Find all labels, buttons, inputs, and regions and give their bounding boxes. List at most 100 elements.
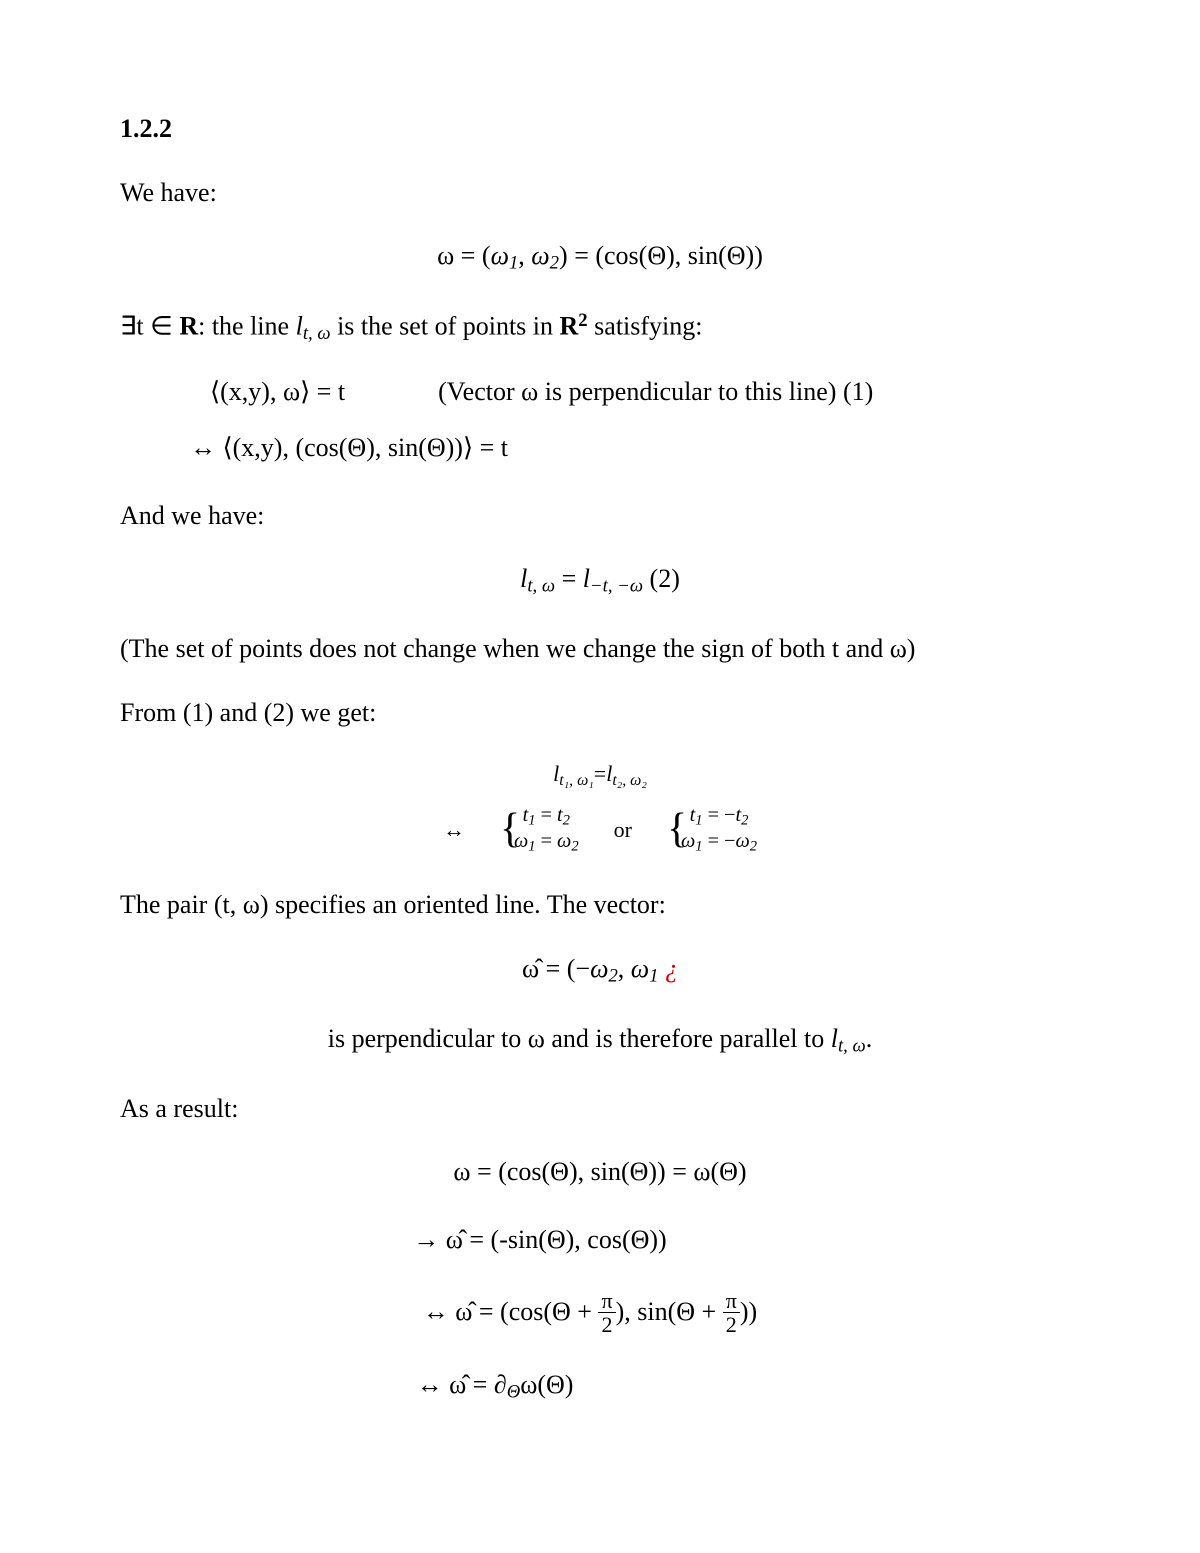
- case-row: t1 = t2: [514, 803, 579, 830]
- eq-result-1: ω = (cos(Θ), sin(Θ)) = ω(Θ): [120, 1153, 1080, 1191]
- eq-sub: t, ω: [527, 576, 555, 597]
- sub: 1: [528, 812, 535, 828]
- t: ω: [735, 830, 749, 852]
- eq-text: )): [740, 1297, 757, 1326]
- eq-cases-top: lt₁, ω₁=lt₂, ω₂: [120, 758, 1080, 793]
- eq-text: → ω̂ = (-sin(Θ), cos(Θ)): [413, 1225, 666, 1254]
- eq-sub: −t, −ω: [590, 576, 643, 597]
- fraction: π2: [723, 1289, 740, 1336]
- eq-sub: 2: [608, 966, 617, 987]
- eq-text: ,: [518, 241, 531, 270]
- sub: t, ω: [303, 323, 331, 344]
- frac-den: 2: [598, 1312, 615, 1336]
- eq-sub: t₂, ω₂: [612, 772, 647, 789]
- para-perpendicular: is perpendicular to ω and is therefore p…: [120, 1020, 1080, 1060]
- para-and-we-have: And we have:: [120, 497, 1080, 535]
- document-page: 1.2.2 We have: ω = (ω1, ω2) = (cos(Θ), s…: [0, 0, 1200, 1553]
- sub: 1: [528, 839, 535, 855]
- t: =: [536, 830, 558, 852]
- case-row: ω1 = ω2: [514, 829, 579, 856]
- para-as-result: As a result:: [120, 1090, 1080, 1128]
- eq-sub: Θ: [507, 1382, 521, 1403]
- eq-text: l: [583, 564, 590, 593]
- text: is perpendicular to ω and is therefore p…: [328, 1024, 831, 1053]
- eq-text: ω: [491, 241, 509, 270]
- brace-icon: {: [500, 797, 520, 863]
- eq-text: ω: [631, 954, 649, 983]
- eq-text: =: [555, 564, 583, 593]
- para-exists-line: ∃t ∈ R: the line lt, ω is the set of poi…: [120, 307, 1080, 347]
- sub: 2: [571, 839, 578, 855]
- sub: 2: [563, 812, 570, 828]
- case-row: ω1 = −ω2: [681, 829, 757, 856]
- iff: ↔: [443, 817, 465, 842]
- text-bold: R: [179, 312, 198, 341]
- indented-line-iff: ↔ ⟨(x,y), (cos(Θ), sin(Θ))⟩ = t: [120, 429, 1080, 467]
- or-label: or: [614, 817, 632, 842]
- eq-text: ↔ ⟨(x,y), (cos(Θ), sin(Θ))⟩ = t: [190, 433, 508, 462]
- sub: 2: [741, 812, 748, 828]
- frac-num: π: [723, 1289, 740, 1312]
- eq-number: (2): [643, 564, 680, 593]
- eq-text: ω =: [437, 241, 482, 270]
- eq-text: ↔ ω̂ = ∂: [417, 1370, 507, 1399]
- eq-text: (: [482, 241, 491, 270]
- eq-text: ω(Θ): [520, 1370, 573, 1399]
- eq-result-2: → ω̂ = (-sin(Θ), cos(Θ)): [120, 1221, 1080, 1259]
- case-row: t1 = −t2: [681, 803, 757, 830]
- cases-1: { t1 = t2 ω1 = ω2: [500, 803, 579, 857]
- sub: t, ω: [838, 1036, 866, 1057]
- text: is the set of points in: [331, 312, 560, 341]
- text-bold: R: [560, 312, 579, 341]
- eq-text: =: [594, 761, 606, 786]
- eq-text: ω: [531, 241, 549, 270]
- eq-text: −: [575, 954, 590, 983]
- eq-symmetry: lt, ω = l−t, −ω (2): [120, 560, 1080, 600]
- eq-result-4: ↔ ω̂ = ∂Θω(Θ): [120, 1366, 1080, 1406]
- section-heading: 1.2.2: [120, 110, 1080, 148]
- t: =: [536, 804, 558, 826]
- sup: 2: [578, 310, 587, 331]
- text: ∃t ∈: [120, 312, 179, 341]
- brace-icon: {: [667, 797, 687, 863]
- eq-text: ,: [618, 954, 631, 983]
- para-we-have: We have:: [120, 174, 1080, 212]
- eq-result-3: ↔ ω̂ = (cos(Θ + π2), sin(Θ + π2)): [120, 1289, 1080, 1336]
- eq-omega-definition: ω = (ω1, ω2) = (cos(Θ), sin(Θ)): [120, 237, 1080, 277]
- frac-den: 2: [723, 1312, 740, 1336]
- t: = −: [703, 830, 736, 852]
- eq-sub: 1: [649, 966, 658, 987]
- eq-text: ↔ ω̂ = (cos(Θ +: [423, 1297, 599, 1326]
- fraction: π2: [598, 1289, 615, 1336]
- text: .: [866, 1024, 873, 1053]
- text: : the line: [198, 312, 295, 341]
- eq-text: ω = (cos(Θ), sin(Θ)) = ω(Θ): [453, 1157, 746, 1186]
- sub: 2: [750, 839, 757, 855]
- t: = −: [703, 804, 736, 826]
- eq-sub: 1: [509, 253, 518, 274]
- para-from-1-2: From (1) and (2) we get:: [120, 694, 1080, 732]
- text: satisfying:: [588, 312, 703, 341]
- t: ω: [557, 830, 571, 852]
- eq-text: = (cos(Θ), sin(Θ)): [568, 241, 763, 270]
- text: l: [296, 312, 303, 341]
- eq-sub: 2: [550, 253, 559, 274]
- eq-text: ω̂ = (: [522, 954, 575, 983]
- eq-note: (Vector ω is perpendicular to this line)…: [438, 377, 873, 406]
- eq-close-red: ¿: [659, 954, 679, 983]
- eq-sub: t₁, ω₁: [559, 772, 594, 789]
- eq-text: ω: [590, 954, 608, 983]
- eq-text: ), sin(Θ +: [616, 1297, 723, 1326]
- text: l: [831, 1024, 838, 1053]
- cases-2: { t1 = −t2 ω1 = −ω2: [667, 803, 757, 857]
- para-sign-note: (The set of points does not change when …: [120, 630, 1080, 668]
- eq-cases: ↔ { t1 = t2 ω1 = ω2 or { t1 = −t2: [120, 803, 1080, 857]
- frac-num: π: [598, 1289, 615, 1312]
- eq-omega-hat: ω̂ = (−ω2, ω1 ¿: [120, 950, 1080, 990]
- eq-text: ⟨(x,y), ω⟩ = t: [210, 377, 345, 406]
- eq-text: ): [559, 241, 568, 270]
- indented-line-eq1: ⟨(x,y), ω⟩ = t (Vector ω is perpendicula…: [120, 373, 1080, 411]
- para-oriented-line: The pair (t, ω) specifies an oriented li…: [120, 886, 1080, 924]
- sub: 1: [695, 839, 702, 855]
- sub: 1: [695, 812, 702, 828]
